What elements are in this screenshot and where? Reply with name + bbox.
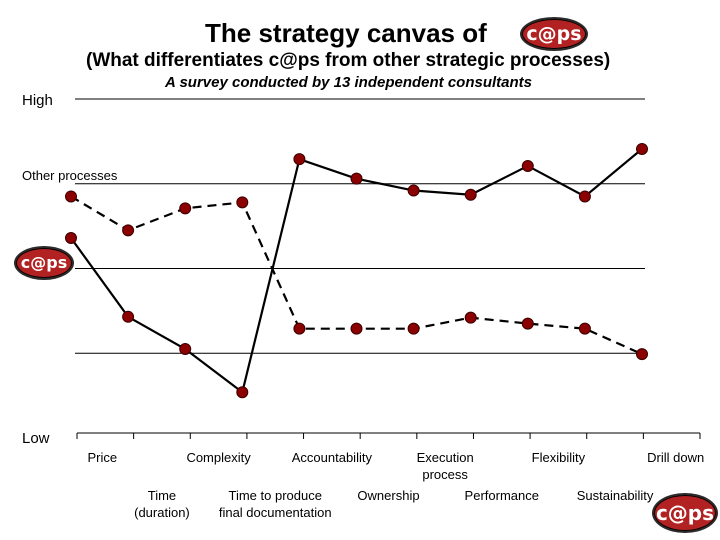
data-point-other (293, 322, 306, 335)
data-point-caps (464, 188, 477, 201)
data-point-other (350, 322, 363, 335)
data-point-other (407, 322, 420, 335)
x-tick-label: Ownership (357, 488, 419, 503)
caps-series-logo: c@ps (14, 246, 74, 280)
caps-logo-corner: c@ps (652, 493, 718, 533)
x-tick-label: Time (duration) (134, 488, 190, 520)
x-tick-label: Execution process (417, 450, 474, 482)
survey-note: A survey conducted by 13 independent con… (165, 74, 533, 91)
data-point-other (464, 311, 477, 324)
x-tick-label: Accountability (292, 450, 373, 465)
y-label-high: High (22, 92, 53, 109)
x-tick-label: Time to produce final documentation (219, 488, 332, 520)
chart-subtitle: (What differentiates c@ps from other str… (86, 50, 611, 71)
data-point-caps (293, 153, 306, 166)
y-label-low: Low (22, 430, 50, 447)
data-point-other (636, 348, 648, 361)
data-point-caps (521, 159, 534, 172)
caps-logo-title: c@ps (520, 17, 588, 51)
data-point-other (236, 196, 249, 209)
x-tick-label: Flexibility (532, 450, 586, 465)
chart-title: The strategy canvas of (205, 18, 487, 48)
data-point-caps (578, 190, 591, 203)
x-tick-label: Complexity (186, 450, 251, 465)
x-tick-label: Price (88, 450, 118, 465)
data-point-other (179, 202, 192, 215)
data-point-other (122, 224, 135, 237)
series-line-caps (70, 148, 643, 395)
data-point-caps (65, 231, 77, 244)
data-point-other (65, 190, 77, 203)
x-tick-label: Sustainability (577, 488, 654, 503)
data-point-caps (407, 184, 420, 197)
data-point-other (521, 317, 534, 330)
x-tick-label: Drill down (647, 450, 704, 465)
data-point-caps (122, 310, 135, 323)
data-point-other (578, 322, 591, 335)
data-point-caps (350, 172, 363, 185)
data-point-caps (636, 143, 648, 156)
x-tick-label: Performance (465, 488, 539, 503)
data-point-caps (179, 343, 192, 356)
data-point-caps (236, 386, 249, 399)
series-label-other: Other processes (22, 168, 118, 183)
